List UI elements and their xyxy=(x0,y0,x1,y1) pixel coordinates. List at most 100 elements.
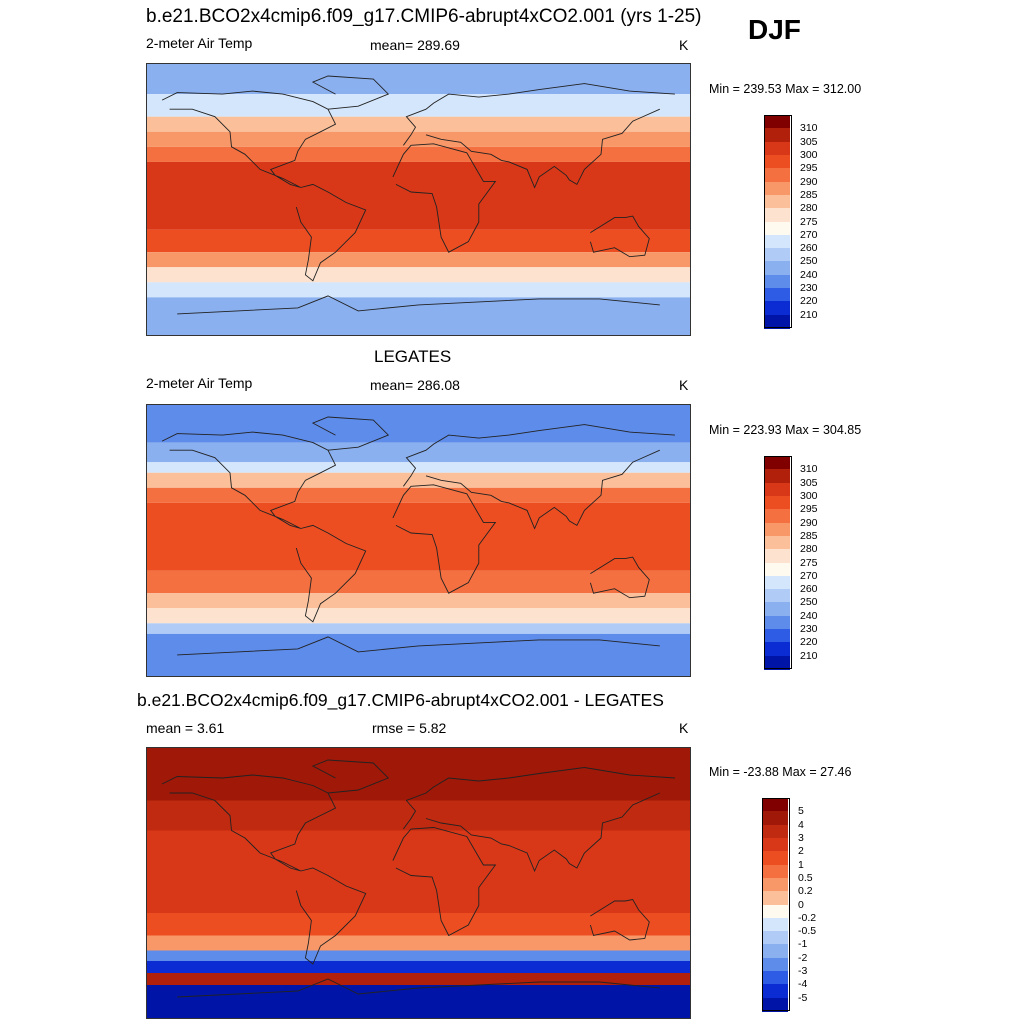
colorbar-cell-3 xyxy=(762,837,788,852)
colorbar-tick-label: 305 xyxy=(800,135,818,148)
south-america-outline xyxy=(295,867,367,965)
colorbar-cell-4 xyxy=(764,168,790,183)
antarctica-outline xyxy=(177,978,660,998)
colorbar-cell-4 xyxy=(764,509,790,524)
colorbar-tick-label: 210 xyxy=(800,308,818,321)
temperature-band-1 xyxy=(147,94,690,117)
colorbar-tick-label: 305 xyxy=(800,476,818,489)
colorbar-tick-label: 0.2 xyxy=(798,885,813,898)
colorbar-cell-12 xyxy=(762,957,788,972)
colorbar-tick-label: -2 xyxy=(798,951,808,964)
north-america-outline xyxy=(161,774,337,872)
temperature-band-9 xyxy=(147,282,690,298)
map-canvas xyxy=(147,64,690,335)
colorbar-cell-2 xyxy=(764,141,790,156)
colorbar-tick-label: -0.5 xyxy=(798,925,817,938)
south-america-outline xyxy=(295,183,367,282)
temperature-band-0 xyxy=(147,748,690,801)
colorbar-tick-label: 230 xyxy=(800,282,818,295)
temperature-band-0 xyxy=(147,64,690,95)
colorbar-cell-6 xyxy=(762,877,788,892)
colorbar-frame xyxy=(764,115,792,328)
greenland-outline xyxy=(311,416,390,451)
colorbar-cell-3 xyxy=(764,154,790,169)
temperature-band-9 xyxy=(147,623,690,634)
colorbar-cell-14 xyxy=(762,984,788,999)
africa-outline xyxy=(392,827,497,937)
colorbar-tick-label: 310 xyxy=(800,122,818,135)
temperature-band-8 xyxy=(147,608,690,624)
colorbar-tick-label: 300 xyxy=(800,489,818,502)
panel-3-minmax: Min = -23.88 Max = 27.46 xyxy=(709,765,852,779)
australia-outline xyxy=(589,898,650,941)
temperature-band-8 xyxy=(147,267,690,283)
colorbar-cell-14 xyxy=(764,642,790,657)
colorbar-tick-label: 310 xyxy=(800,463,818,476)
colorbar-cell-12 xyxy=(764,274,790,289)
season-label: DJF xyxy=(748,14,801,45)
colorbar-cell-5 xyxy=(762,864,788,879)
colorbar-cell-13 xyxy=(764,288,790,302)
panel-2-colorbar: 310 305 300 295 290 285 280 275 270 260 250 240 230 2… xyxy=(764,456,844,670)
colorbar-cell-13 xyxy=(764,629,790,643)
map-canvas xyxy=(147,405,690,676)
colorbar-cell-8 xyxy=(764,562,790,577)
temperature-band-6 xyxy=(147,229,690,253)
panel-3-map xyxy=(146,747,691,1019)
north-america-outline xyxy=(161,431,337,529)
colorbar-tick-label: 0.5 xyxy=(798,871,813,884)
colorbar-cell-15 xyxy=(764,655,790,670)
colorbar-tick-label: 285 xyxy=(800,188,818,201)
colorbar-tick-label: 240 xyxy=(800,609,818,622)
colorbar-cell-8 xyxy=(762,904,788,919)
colorbar-tick-label: -1 xyxy=(798,938,808,951)
temperature-band-3 xyxy=(147,913,690,936)
colorbar-tick-label: 1 xyxy=(798,858,804,871)
temperature-band-4 xyxy=(147,487,690,503)
panel-3-units-label: K xyxy=(679,720,689,736)
colorbar-cell-0 xyxy=(764,115,790,129)
panel-2-minmax: Min = 223.93 Max = 304.85 xyxy=(709,423,862,437)
colorbar-cell-8 xyxy=(764,221,790,236)
colorbar-cell-7 xyxy=(764,208,790,222)
colorbar-tick-label: 220 xyxy=(800,295,818,308)
colorbar-cell-15 xyxy=(762,997,788,1012)
colorbar-tick-label: -5 xyxy=(798,991,808,1004)
panel-1-units-label: K xyxy=(679,37,689,53)
panel-3-colorbar: 5 4 3 2 1 0.5 0.2 0 -0.2 -0.5 -1 -2 -3 -4 -5 xyxy=(762,798,842,1012)
colorbar-tick-label: 300 xyxy=(800,148,818,161)
colorbar-cell-12 xyxy=(764,615,790,630)
colorbar-cell-0 xyxy=(764,456,790,470)
colorbar-tick-label: 280 xyxy=(800,202,818,215)
colorbar-frame xyxy=(762,798,790,1011)
colorbar-cell-3 xyxy=(764,495,790,510)
south-america-outline xyxy=(295,524,367,623)
colorbar-cell-6 xyxy=(764,535,790,550)
temperature-band-4 xyxy=(147,146,690,162)
panel-1-colorbar: 310 305 300 295 290 285 280 275 270 260 250 240 230 2… xyxy=(764,115,844,329)
panel-2-units-label: K xyxy=(679,377,689,393)
colorbar-cell-10 xyxy=(764,248,790,262)
colorbar-cell-10 xyxy=(762,931,788,945)
colorbar-cell-1 xyxy=(764,469,790,484)
panel-2-mean-label: mean= 286.08 xyxy=(370,377,460,393)
temperature-band-6 xyxy=(147,570,690,594)
colorbar-tick-label: 250 xyxy=(800,596,818,609)
colorbar-tick-label: 3 xyxy=(798,831,804,844)
temperature-band-2 xyxy=(147,462,690,473)
temperature-band-3 xyxy=(147,131,690,147)
temperature-band-7 xyxy=(147,252,690,268)
colorbar-cell-9 xyxy=(762,917,788,932)
colorbar-tick-label: 290 xyxy=(800,516,818,529)
colorbar-tick-label: 290 xyxy=(800,175,818,188)
temperature-band-1 xyxy=(147,800,690,831)
eurasia-outline xyxy=(403,83,675,189)
colorbar-tick-label: 220 xyxy=(800,636,818,649)
colorbar-cell-2 xyxy=(764,482,790,497)
colorbar-tick-label: 260 xyxy=(800,242,818,255)
panel-3-mean-label: mean = 3.61 xyxy=(146,720,225,736)
colorbar-tick-label: 240 xyxy=(800,268,818,281)
colorbar-cell-1 xyxy=(764,128,790,143)
africa-outline xyxy=(392,484,497,594)
